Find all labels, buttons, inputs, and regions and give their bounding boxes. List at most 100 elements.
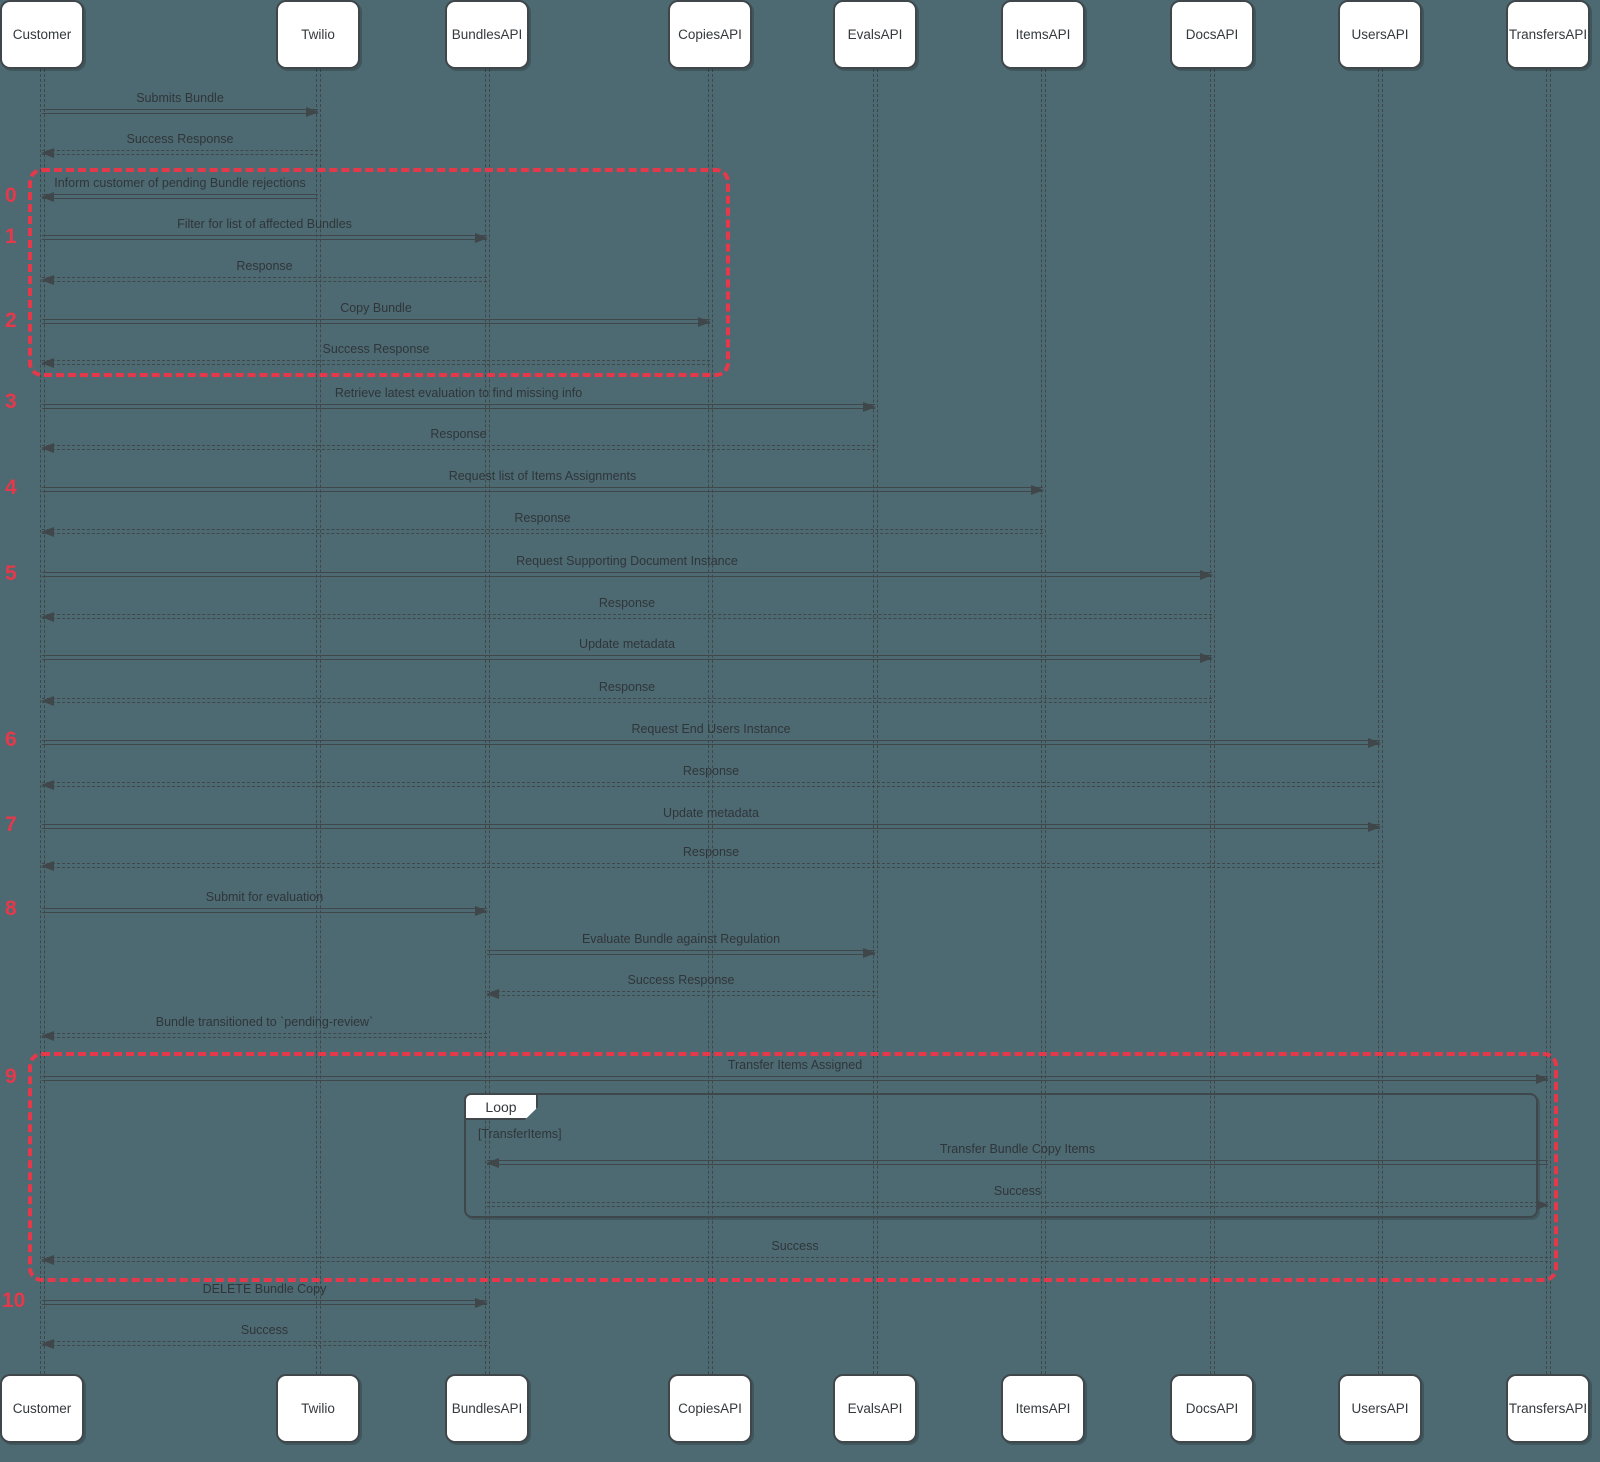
- message-label: Update metadata: [663, 806, 759, 820]
- loop-guard-text: [TransferItems]: [478, 1127, 562, 1141]
- message-label: Success: [771, 1239, 819, 1253]
- message-label: Transfer Items Assigned: [727, 1058, 863, 1072]
- message-line: [42, 360, 710, 365]
- message-label: Submit for evaluation: [205, 890, 324, 904]
- step-number-10: 10: [2, 1289, 26, 1312]
- message-line: [42, 824, 1380, 829]
- message-line: [42, 445, 875, 450]
- step-number-5: 5: [5, 562, 17, 585]
- message-label: Submits Bundle: [136, 91, 224, 105]
- actor-bottom-docsapi: DocsAPI: [1170, 1374, 1254, 1443]
- message-label: Response: [598, 680, 656, 694]
- message-line: [42, 863, 1380, 868]
- step-number-6: 6: [5, 728, 17, 751]
- message-line: [487, 950, 875, 955]
- actor-bottom-usersapi: UsersAPI: [1338, 1374, 1422, 1443]
- actor-top-evalsapi: EvalsAPI: [833, 0, 917, 69]
- msg-response-users-2: Response: [42, 836, 1380, 868]
- message-line: [42, 194, 318, 199]
- message-line: [42, 319, 710, 324]
- message-line: [42, 572, 1212, 577]
- msg-request-supporting-document: Request Supporting Document Instance: [42, 545, 1212, 577]
- message-line: [42, 277, 487, 282]
- msg-response-bundles: Response: [42, 250, 487, 282]
- message-label: Bundle transitioned to `pending-review`: [155, 1015, 374, 1029]
- msg-response-evals: Response: [42, 418, 875, 450]
- msg-inform-pending-rejections: Inform customer of pending Bundle reject…: [42, 167, 318, 199]
- message-label: Response: [430, 427, 487, 441]
- message-line: [487, 1202, 1548, 1207]
- highlight-frame-steps-0-2: [28, 168, 730, 377]
- actor-bottom-transfersapi: TransfersAPI: [1506, 1374, 1590, 1443]
- message-line: [487, 1160, 1548, 1165]
- step-number-8: 8: [5, 897, 17, 920]
- message-label: Success Response: [126, 132, 234, 146]
- msg-submit-for-evaluation: Submit for evaluation: [42, 881, 487, 913]
- message-label: Success Response: [322, 342, 430, 356]
- msg-response-items: Response: [42, 502, 1043, 534]
- msg-transfer-items-assigned: Transfer Items Assigned: [42, 1049, 1548, 1081]
- message-label: Request list of Items Assignments: [448, 469, 637, 483]
- lifeline-docsapi: [1209, 69, 1215, 1374]
- message-label: Request Supporting Document Instance: [516, 554, 738, 568]
- loop-fragment: Loop [TransferItems]: [464, 1093, 1538, 1218]
- message-line: [42, 698, 1212, 703]
- message-line: [42, 404, 875, 409]
- msg-success-response-1: Success Response: [42, 123, 318, 155]
- loop-label-tab: Loop: [464, 1093, 538, 1120]
- actor-top-copiesapi: CopiesAPI: [668, 0, 752, 69]
- message-line: [42, 235, 487, 240]
- message-line: [42, 109, 318, 114]
- actor-bottom-copiesapi: CopiesAPI: [668, 1374, 752, 1443]
- msg-submits-bundle: Submits Bundle: [42, 82, 318, 114]
- actor-bottom-itemsapi: ItemsAPI: [1001, 1374, 1085, 1443]
- step-number-0: 0: [5, 184, 17, 207]
- step-number-3: 3: [5, 390, 17, 413]
- step-number-7: 7: [5, 813, 17, 836]
- message-label: Transfer Bundle Copy Items: [939, 1142, 1096, 1156]
- lifeline-itemsapi: [1040, 69, 1046, 1374]
- msg-bundle-pending-review: Bundle transitioned to `pending-review`: [42, 1006, 487, 1038]
- message-label: Retrieve latest evaluation to find missi…: [334, 386, 583, 400]
- step-number-2: 2: [5, 309, 17, 332]
- lifeline-customer: [39, 69, 45, 1374]
- message-line: [42, 1076, 1548, 1081]
- msg-update-metadata-users: Update metadata: [42, 797, 1380, 829]
- msg-success-delete: Success: [42, 1314, 487, 1346]
- message-label: Response: [236, 259, 293, 273]
- message-line: [42, 1257, 1548, 1262]
- highlight-frame-step-9: [28, 1052, 1558, 1282]
- message-line: [487, 991, 875, 996]
- msg-retrieve-latest-evaluation: Retrieve latest evaluation to find missi…: [42, 377, 875, 409]
- message-label: Success: [993, 1184, 1042, 1198]
- message-label: Response: [682, 764, 740, 778]
- message-label: Response: [682, 845, 740, 859]
- msg-evaluate-against-regulation: Evaluate Bundle against Regulation: [487, 923, 875, 955]
- msg-transfer-bundle-copy-items: Transfer Bundle Copy Items: [487, 1133, 1548, 1165]
- lifeline-bundlesapi: [484, 69, 490, 1374]
- lifeline-usersapi: [1377, 69, 1383, 1374]
- step-number-4: 4: [5, 476, 17, 499]
- message-label: Copy Bundle: [340, 301, 412, 315]
- message-label: Success: [240, 1323, 289, 1337]
- actor-top-bundlesapi: BundlesAPI: [445, 0, 529, 69]
- msg-update-metadata-docs: Update metadata: [42, 628, 1212, 660]
- message-line: [42, 782, 1380, 787]
- message-line: [42, 655, 1212, 660]
- msg-response-docs-2: Response: [42, 671, 1212, 703]
- message-label: Inform customer of pending Bundle reject…: [54, 176, 306, 190]
- msg-success-transfers: Success: [487, 1175, 1548, 1207]
- step-number-9: 9: [5, 1065, 17, 1088]
- msg-copy-bundle: Copy Bundle: [42, 292, 710, 324]
- msg-success-response-evals: Success Response: [487, 964, 875, 996]
- actor-bottom-bundlesapi: BundlesAPI: [445, 1374, 529, 1443]
- lifeline-transfersapi: [1545, 69, 1551, 1374]
- msg-request-items-assignments: Request list of Items Assignments: [42, 460, 1043, 492]
- lifeline-evalsapi: [872, 69, 878, 1374]
- message-line: [42, 1300, 487, 1305]
- msg-request-end-users: Request End Users Instance: [42, 713, 1380, 745]
- lifeline-twilio: [315, 69, 321, 1374]
- message-line: [42, 1341, 487, 1346]
- actor-top-usersapi: UsersAPI: [1338, 0, 1422, 69]
